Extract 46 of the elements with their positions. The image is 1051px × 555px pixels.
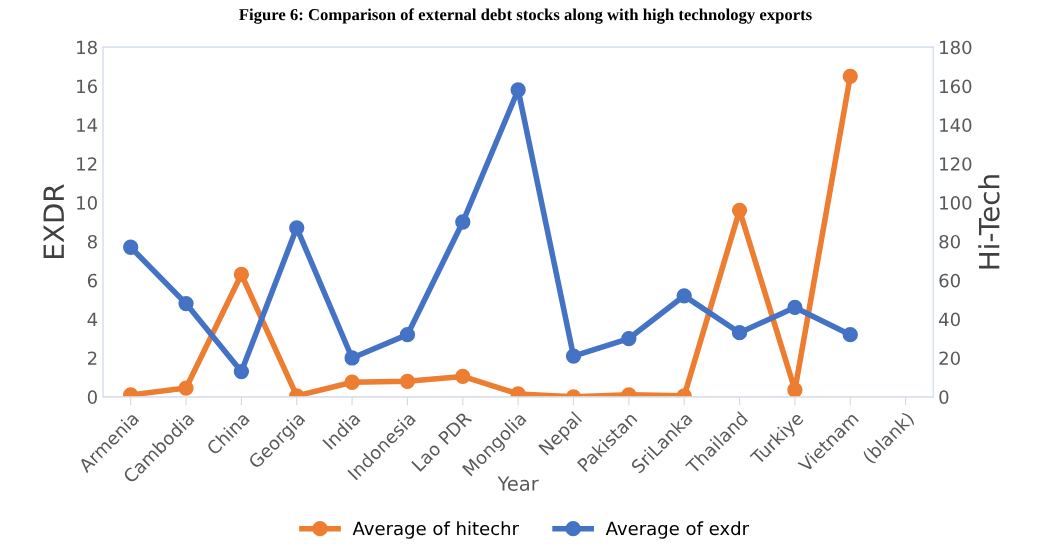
- y-tick-label: 14: [77, 118, 98, 132]
- point: [344, 374, 360, 390]
- y2-tick-label: 40: [939, 312, 960, 327]
- y2-tick-label: 20: [939, 351, 960, 366]
- point: [621, 330, 637, 347]
- point: [565, 348, 582, 364]
- y-tick-label: 4: [87, 312, 98, 326]
- y2-tick-label: 160: [940, 79, 972, 94]
- point: [399, 327, 416, 343]
- point: [123, 239, 139, 255]
- chart-title: Figure 6: Comparison of external debt stocks along with high technology exports: [239, 8, 812, 24]
- y-tick-label: 12: [77, 157, 97, 171]
- point: [731, 202, 748, 218]
- y2-tick-label: 100: [940, 196, 972, 210]
- point: [233, 266, 250, 283]
- point: [289, 220, 305, 236]
- y-tick-label: 0: [87, 390, 97, 404]
- y2-tick-label: 80: [939, 234, 960, 249]
- y2-tick-label: 120: [940, 157, 972, 171]
- legend-label: Average of hitechr: [352, 521, 519, 539]
- y2-axis-title: Hi-Tech: [978, 175, 1000, 269]
- point: [731, 325, 748, 341]
- point: [233, 363, 250, 380]
- point: [787, 382, 803, 397]
- y-tick-label: 18: [77, 40, 97, 55]
- y-axis-title: EXDR: [43, 184, 64, 258]
- y-tick-label: 16: [77, 79, 97, 94]
- point: [842, 68, 858, 84]
- x-axis-title: Year: [497, 476, 539, 491]
- point: [455, 214, 471, 230]
- y2-tick-label: 60: [939, 273, 960, 288]
- y-tick-label: 8: [87, 234, 97, 249]
- point: [676, 288, 692, 304]
- legend-label: Average of exdr: [605, 521, 750, 539]
- y-tick-label: 6: [87, 273, 97, 288]
- point: [178, 295, 194, 312]
- point: [510, 82, 526, 98]
- point: [399, 373, 416, 389]
- point: [344, 350, 360, 366]
- y-tick-label: 2: [87, 351, 97, 365]
- y-tick-label: 10: [77, 196, 97, 210]
- point: [842, 327, 858, 343]
- point: [787, 299, 803, 316]
- y2-tick-label: 180: [940, 40, 972, 55]
- y2-tick-label: 0: [939, 390, 949, 404]
- y2-tick-label: 140: [940, 118, 972, 132]
